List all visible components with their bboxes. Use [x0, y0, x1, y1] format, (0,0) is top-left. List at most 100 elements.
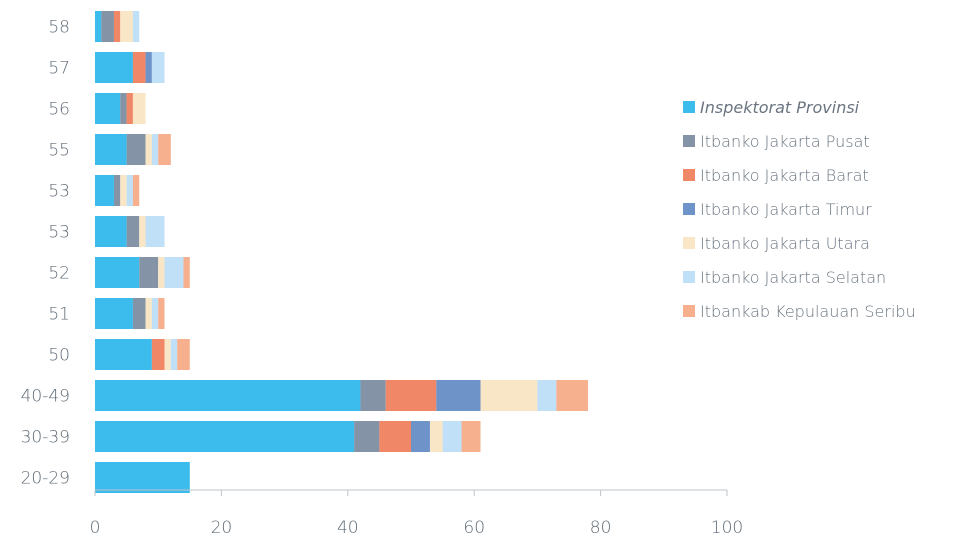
bar-segment	[164, 339, 171, 370]
legend-label: Itbanko Jakarta Utara	[700, 234, 870, 253]
bar-segment	[101, 11, 114, 42]
bar-segment	[145, 52, 152, 83]
bar-segment	[442, 421, 462, 452]
bar-segment	[360, 380, 386, 411]
bar-segment	[95, 216, 127, 247]
bar-segment	[429, 421, 443, 452]
bar-segment	[139, 257, 159, 288]
bar-segment	[158, 298, 165, 329]
bar-segment	[95, 11, 102, 42]
bar-segment	[139, 216, 146, 247]
bar-segment	[379, 421, 411, 452]
bar-segment	[126, 216, 140, 247]
y-tick-label: 50	[48, 346, 70, 366]
bar-segment	[120, 175, 127, 206]
bar-segment	[132, 52, 146, 83]
bar-segment	[145, 216, 165, 247]
legend-item: Itbanko Jakarta Selatan	[683, 268, 886, 287]
x-tick-label: 100	[711, 518, 743, 538]
bar-segment	[354, 421, 380, 452]
bar-segment	[183, 257, 190, 288]
y-tick-label: 56	[48, 100, 70, 120]
x-tick-label: 0	[90, 518, 101, 538]
legend-swatch	[683, 169, 695, 181]
bar-segment	[151, 52, 165, 83]
legend-swatch	[683, 101, 695, 113]
legend-label: Itbanko Jakarta Selatan	[700, 268, 886, 287]
x-tick-label: 80	[590, 518, 612, 538]
bar-segment	[95, 339, 152, 370]
bar-segment	[95, 421, 355, 452]
legend-swatch	[683, 237, 695, 249]
bar-segment	[95, 175, 114, 206]
x-axis: 0 20 40 60 80 100	[90, 489, 743, 538]
bar-segment	[95, 52, 133, 83]
y-tick-label: 20-29	[21, 469, 70, 489]
y-tick-label: 53	[48, 223, 70, 243]
legend-item: Itbanko Jakarta Utara	[683, 234, 870, 253]
bar-segment	[95, 462, 190, 493]
bar-segment	[132, 93, 146, 124]
legend: Inspektorat Provinsi Itbanko Jakarta Pusa…	[683, 98, 916, 321]
legend-label: Itbanko Jakarta Barat	[700, 166, 869, 185]
bar-segment	[145, 298, 152, 329]
y-tick-label: 57	[48, 59, 70, 79]
legend-swatch	[683, 135, 695, 147]
bar-segment	[170, 339, 178, 370]
y-tick-label: 52	[48, 264, 70, 284]
bar-segment	[177, 339, 190, 370]
bar-segment	[151, 298, 159, 329]
bar-segment	[385, 380, 437, 411]
y-axis: 58 57 56 55 53 53 52 51 50 40-49 30-39 20-29	[21, 18, 70, 489]
legend-item: Itbanko Jakarta Barat	[683, 166, 869, 185]
legend-swatch	[683, 203, 695, 215]
x-tick-label: 20	[211, 518, 233, 538]
legend-label: Itbankab Kepulauan Seribu	[700, 302, 916, 321]
y-tick-label: 40-49	[21, 387, 70, 407]
bar-segment	[132, 11, 140, 42]
bar-segment	[411, 421, 430, 452]
legend-item: Itbanko Jakarta Timur	[683, 200, 872, 219]
y-tick-label: 55	[48, 141, 70, 161]
bars-layer	[95, 11, 588, 493]
bar-segment	[164, 257, 184, 288]
bar-segment	[151, 339, 165, 370]
y-tick-label: 53	[48, 182, 70, 202]
bar-segment	[95, 380, 361, 411]
bar-segment	[537, 380, 557, 411]
bar-segment	[145, 134, 152, 165]
legend-swatch	[683, 271, 695, 283]
legend-item: Inspektorat Provinsi	[683, 98, 860, 117]
bar-segment	[95, 298, 133, 329]
legend-swatch	[683, 305, 695, 317]
legend-item: Itbanko Jakarta Pusat	[683, 132, 870, 151]
bar-segment	[120, 11, 133, 42]
bar-segment	[132, 175, 140, 206]
bar-segment	[436, 380, 481, 411]
y-tick-label: 51	[48, 305, 70, 325]
legend-label: Itbanko Jakarta Timur	[700, 200, 872, 219]
bar-segment	[95, 257, 140, 288]
bar-segment	[126, 134, 146, 165]
bar-segment	[113, 175, 121, 206]
y-tick-label: 30-39	[21, 428, 70, 448]
x-tick-label: 60	[463, 518, 485, 538]
bar-segment	[126, 93, 133, 124]
bar-segment	[158, 134, 171, 165]
bar-segment	[132, 298, 146, 329]
bar-segment	[151, 134, 159, 165]
bar-segment	[480, 380, 538, 411]
bar-segment	[556, 380, 588, 411]
bar-segment	[120, 93, 127, 124]
y-tick-label: 58	[48, 18, 70, 38]
legend-label: Itbanko Jakarta Pusat	[700, 132, 870, 151]
bar-segment	[158, 257, 165, 288]
legend-label: Inspektorat Provinsi	[700, 98, 860, 117]
bar-segment	[113, 11, 121, 42]
bar-segment	[126, 175, 133, 206]
x-tick-label: 40	[337, 518, 359, 538]
legend-item: Itbankab Kepulauan Seribu	[683, 302, 916, 321]
bar-segment	[461, 421, 481, 452]
